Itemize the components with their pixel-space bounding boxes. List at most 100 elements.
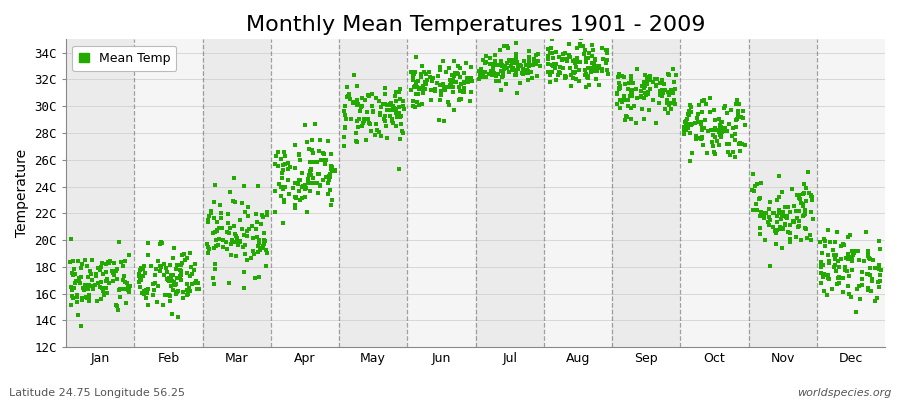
Point	[506, 65, 520, 72]
Point	[546, 63, 561, 69]
Point	[522, 54, 536, 60]
Point	[133, 274, 148, 280]
Point	[341, 93, 356, 99]
Point	[479, 74, 493, 80]
Point	[131, 279, 146, 285]
Point	[162, 291, 176, 298]
Point	[325, 168, 339, 174]
Point	[461, 79, 475, 85]
Point	[251, 243, 266, 249]
Point	[457, 80, 472, 87]
Point	[162, 277, 176, 284]
Point	[159, 268, 174, 275]
Point	[444, 78, 458, 84]
Point	[176, 294, 190, 301]
Point	[558, 73, 572, 80]
Point	[613, 96, 627, 103]
Point	[137, 290, 151, 297]
Point	[516, 71, 530, 77]
Point	[505, 67, 519, 73]
Point	[316, 157, 330, 163]
Point	[680, 125, 695, 132]
Point	[369, 95, 383, 101]
Bar	[202, 39, 271, 347]
Point	[543, 50, 557, 56]
Point	[65, 287, 79, 293]
Point	[690, 114, 705, 121]
Point	[505, 57, 519, 64]
Point	[110, 303, 124, 309]
Point	[324, 164, 338, 170]
Point	[576, 43, 590, 49]
Point	[67, 295, 81, 302]
Point	[170, 274, 184, 281]
Point	[385, 116, 400, 122]
Point	[720, 110, 734, 116]
Point	[464, 89, 479, 95]
Point	[573, 35, 588, 42]
Point	[474, 74, 489, 80]
Point	[64, 236, 78, 242]
Point	[689, 136, 704, 142]
Point	[171, 314, 185, 320]
Point	[732, 112, 746, 118]
Point	[814, 259, 828, 266]
Point	[278, 153, 293, 159]
Point	[237, 232, 251, 238]
Point	[396, 130, 410, 136]
Point	[541, 68, 555, 75]
Point	[103, 257, 117, 264]
Point	[235, 200, 249, 206]
Point	[155, 240, 169, 246]
Point	[804, 192, 818, 199]
Point	[184, 271, 199, 277]
Point	[177, 250, 192, 257]
Point	[393, 95, 408, 102]
Point	[640, 78, 654, 84]
Point	[292, 150, 306, 157]
Point	[340, 84, 355, 90]
Point	[736, 108, 751, 114]
Point	[361, 116, 375, 122]
Point	[804, 237, 818, 243]
Point	[247, 250, 261, 257]
Point	[86, 283, 100, 290]
Point	[320, 138, 335, 144]
Point	[680, 116, 694, 122]
Point	[464, 78, 479, 84]
Point	[518, 70, 533, 76]
Point	[71, 312, 86, 318]
Point	[137, 288, 151, 294]
Point	[816, 262, 831, 268]
Point	[223, 241, 238, 248]
Point	[278, 161, 293, 167]
Point	[151, 258, 166, 264]
Point	[166, 279, 181, 286]
Point	[207, 280, 221, 287]
Point	[134, 277, 148, 284]
Point	[616, 98, 630, 105]
Point	[829, 252, 843, 258]
Point	[236, 244, 250, 250]
Point	[492, 47, 507, 53]
Point	[188, 280, 202, 286]
Point	[359, 137, 374, 144]
Point	[691, 118, 706, 125]
Point	[704, 127, 718, 134]
Point	[580, 75, 595, 81]
Point	[433, 66, 447, 73]
Point	[94, 278, 109, 285]
Point	[387, 105, 401, 111]
Point	[679, 123, 693, 130]
Point	[497, 43, 511, 49]
Point	[586, 46, 600, 53]
Point	[383, 99, 398, 106]
Point	[640, 81, 654, 87]
Point	[372, 98, 386, 105]
Point	[580, 74, 594, 80]
Point	[415, 63, 429, 70]
Point	[414, 74, 428, 80]
Point	[132, 273, 147, 279]
Point	[779, 213, 794, 220]
Point	[541, 53, 555, 59]
